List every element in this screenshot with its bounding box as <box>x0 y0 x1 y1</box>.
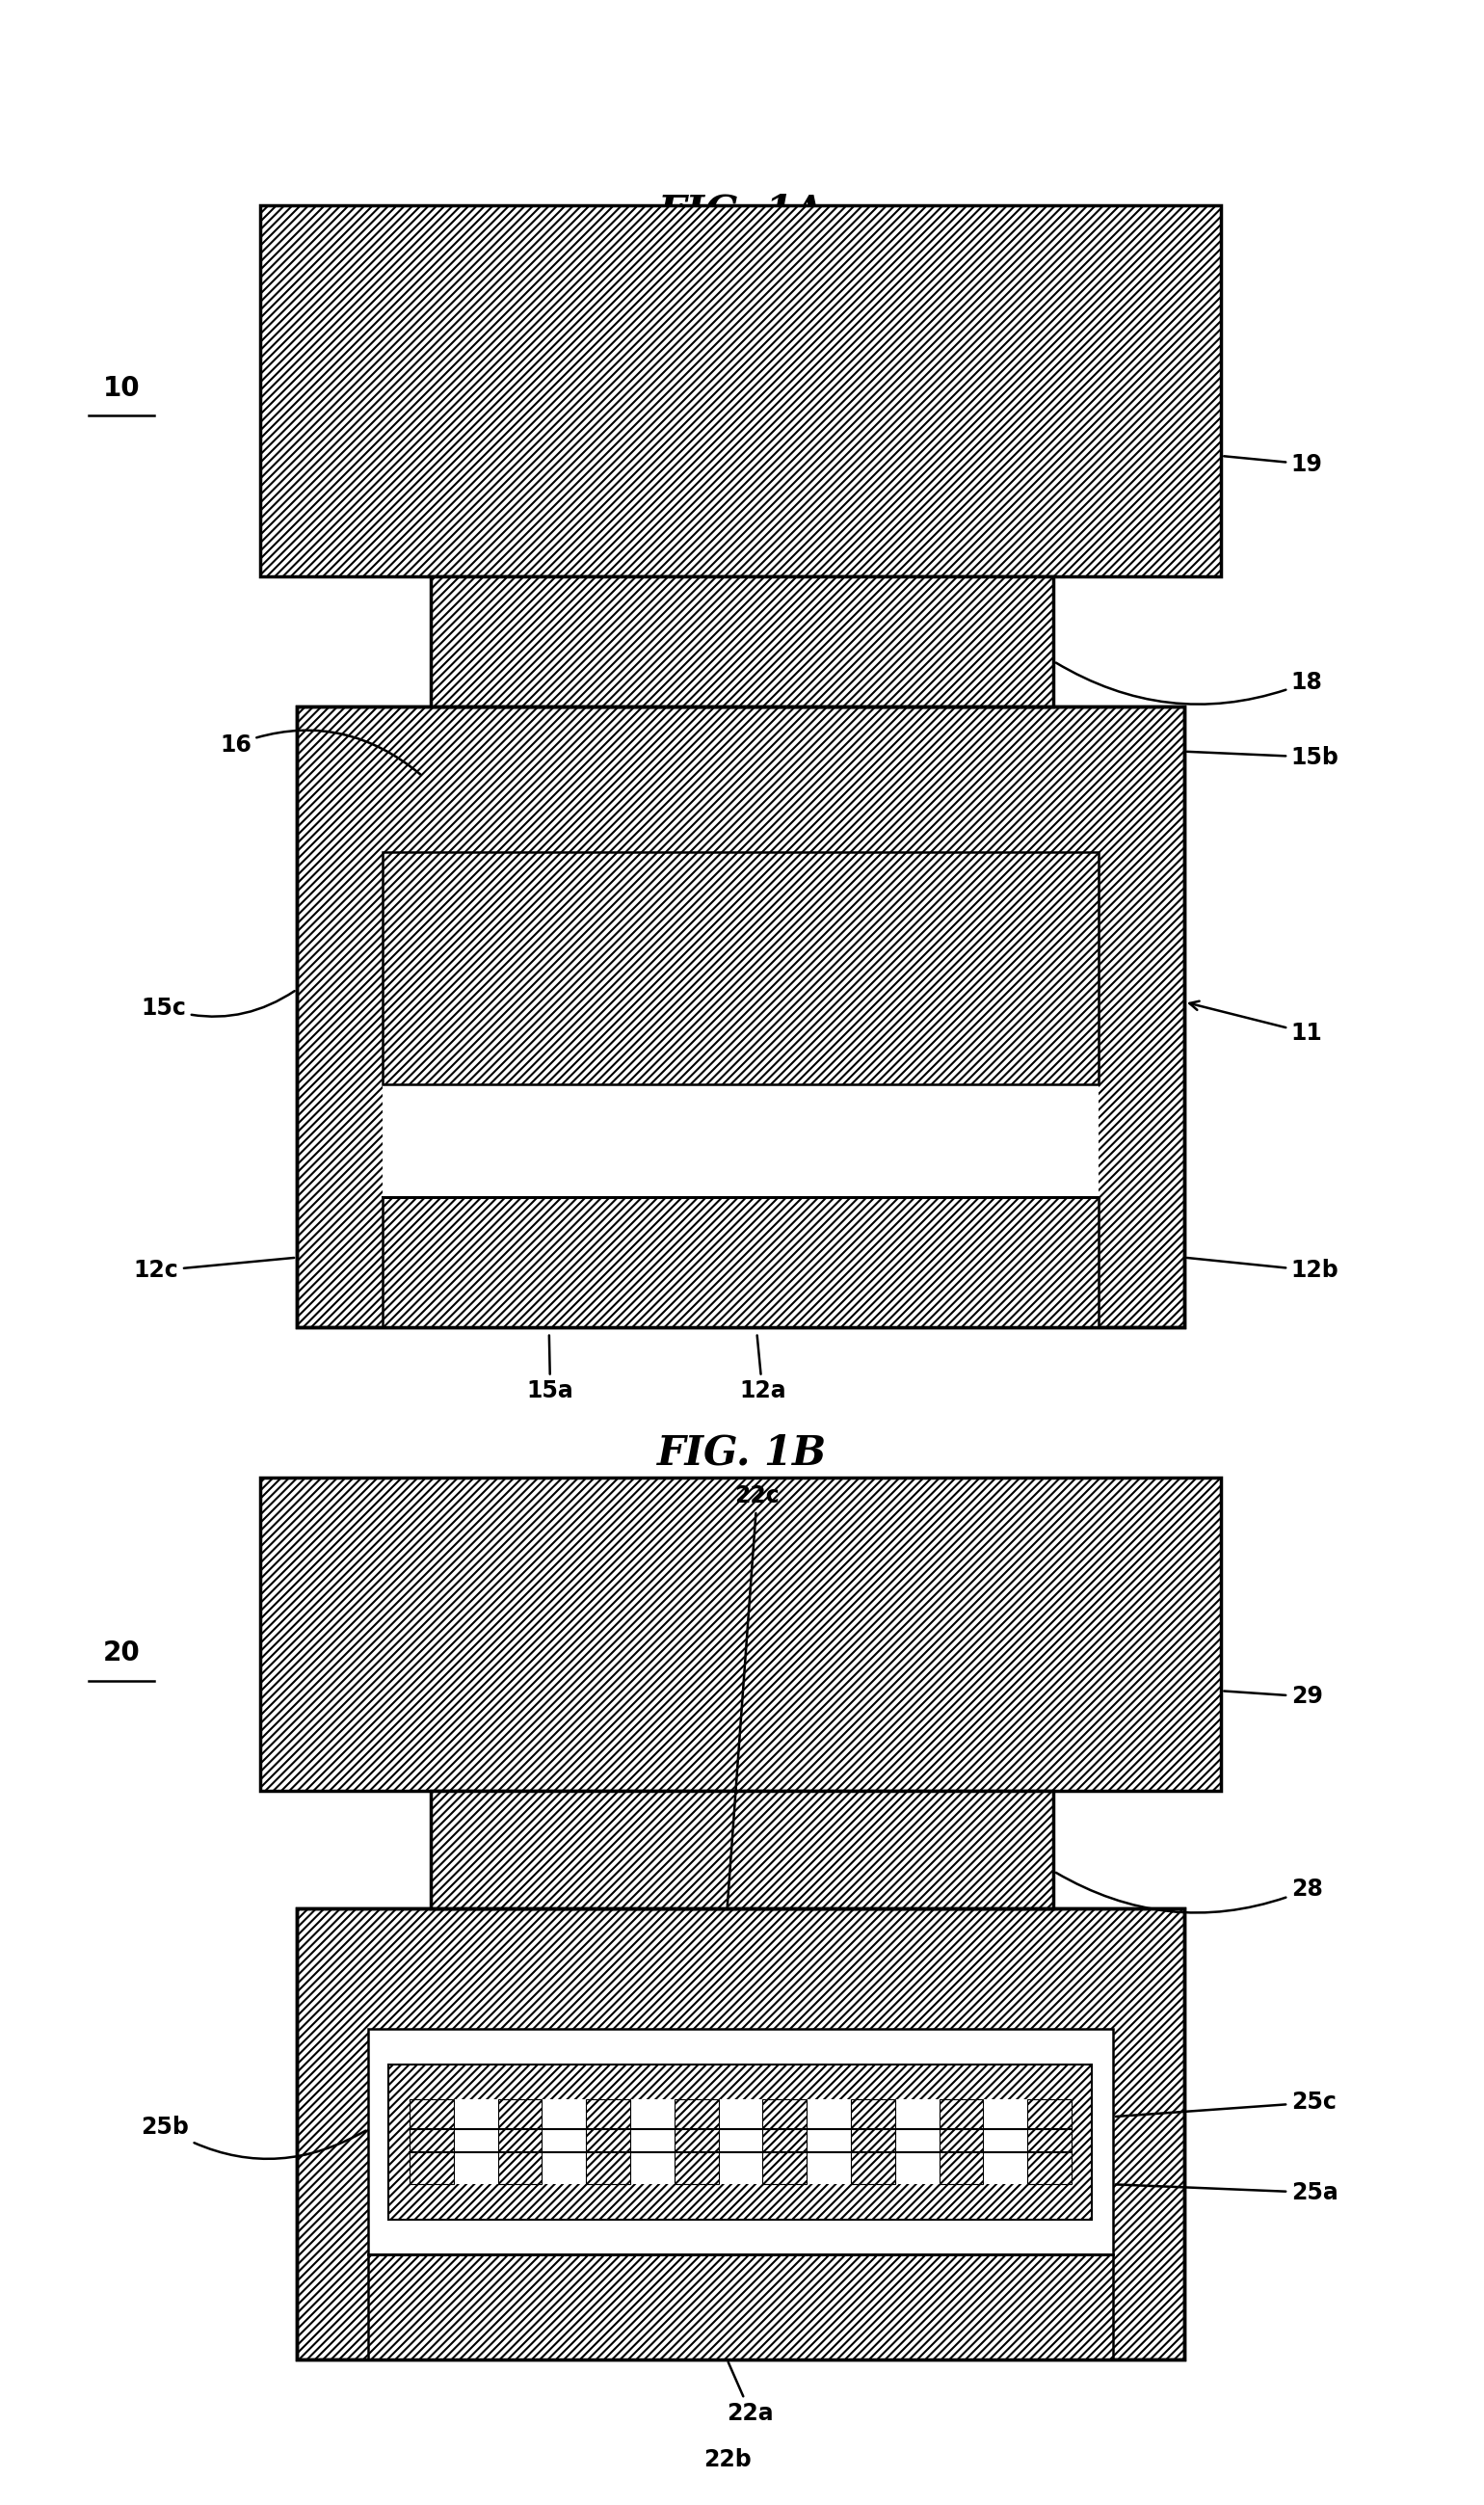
Bar <box>1027 2099 1071 2184</box>
Bar <box>763 2099 807 2184</box>
Bar <box>368 2254 1113 2360</box>
Text: FIG. 1B: FIG. 1B <box>657 1433 827 1473</box>
Text: 12c: 12c <box>134 1258 294 1283</box>
Text: 12a: 12a <box>739 1335 787 1403</box>
Bar <box>410 2099 1071 2184</box>
Bar <box>383 852 1098 1197</box>
Bar <box>383 1197 1098 1328</box>
Text: FIG. 1A: FIG. 1A <box>659 193 825 233</box>
Text: 25a: 25a <box>1116 2182 1339 2204</box>
Bar <box>260 205 1221 576</box>
Bar <box>368 2254 1113 2360</box>
Text: 28: 28 <box>1057 1874 1322 1914</box>
Bar <box>297 706 1184 1328</box>
Text: 19: 19 <box>1224 453 1322 476</box>
Bar <box>674 2099 718 2184</box>
Bar <box>383 852 1098 1085</box>
Text: 22b: 22b <box>703 2447 751 2472</box>
Bar <box>389 2064 1092 2219</box>
Text: 15a: 15a <box>527 1335 574 1403</box>
Bar <box>497 2099 542 2184</box>
Text: 16: 16 <box>220 731 421 774</box>
Bar <box>850 2099 895 2184</box>
Bar <box>260 1478 1221 1791</box>
Bar <box>939 2099 984 2184</box>
Text: 11: 11 <box>1190 1002 1322 1045</box>
Bar <box>430 1791 1054 1909</box>
Text: 29: 29 <box>1224 1686 1322 1708</box>
Bar <box>586 2099 631 2184</box>
Text: 18: 18 <box>1057 664 1322 704</box>
Bar <box>297 1909 1184 2360</box>
Bar <box>410 2099 454 2184</box>
Text: 22a: 22a <box>727 2362 775 2425</box>
Text: 10: 10 <box>102 376 141 401</box>
Bar <box>430 576 1054 706</box>
Bar <box>383 1197 1098 1328</box>
Bar <box>297 706 1184 1328</box>
Text: 15b: 15b <box>1187 746 1339 769</box>
Bar <box>368 2029 1113 2254</box>
Text: 12b: 12b <box>1187 1258 1339 1283</box>
Text: 25c: 25c <box>1116 2092 1336 2117</box>
Text: 25b: 25b <box>141 2117 365 2159</box>
Text: 20: 20 <box>102 1641 141 1666</box>
Bar <box>297 1909 1184 2360</box>
Bar <box>368 2029 1113 2254</box>
Text: 22c: 22c <box>727 1485 779 1906</box>
Text: 15c: 15c <box>141 992 295 1020</box>
